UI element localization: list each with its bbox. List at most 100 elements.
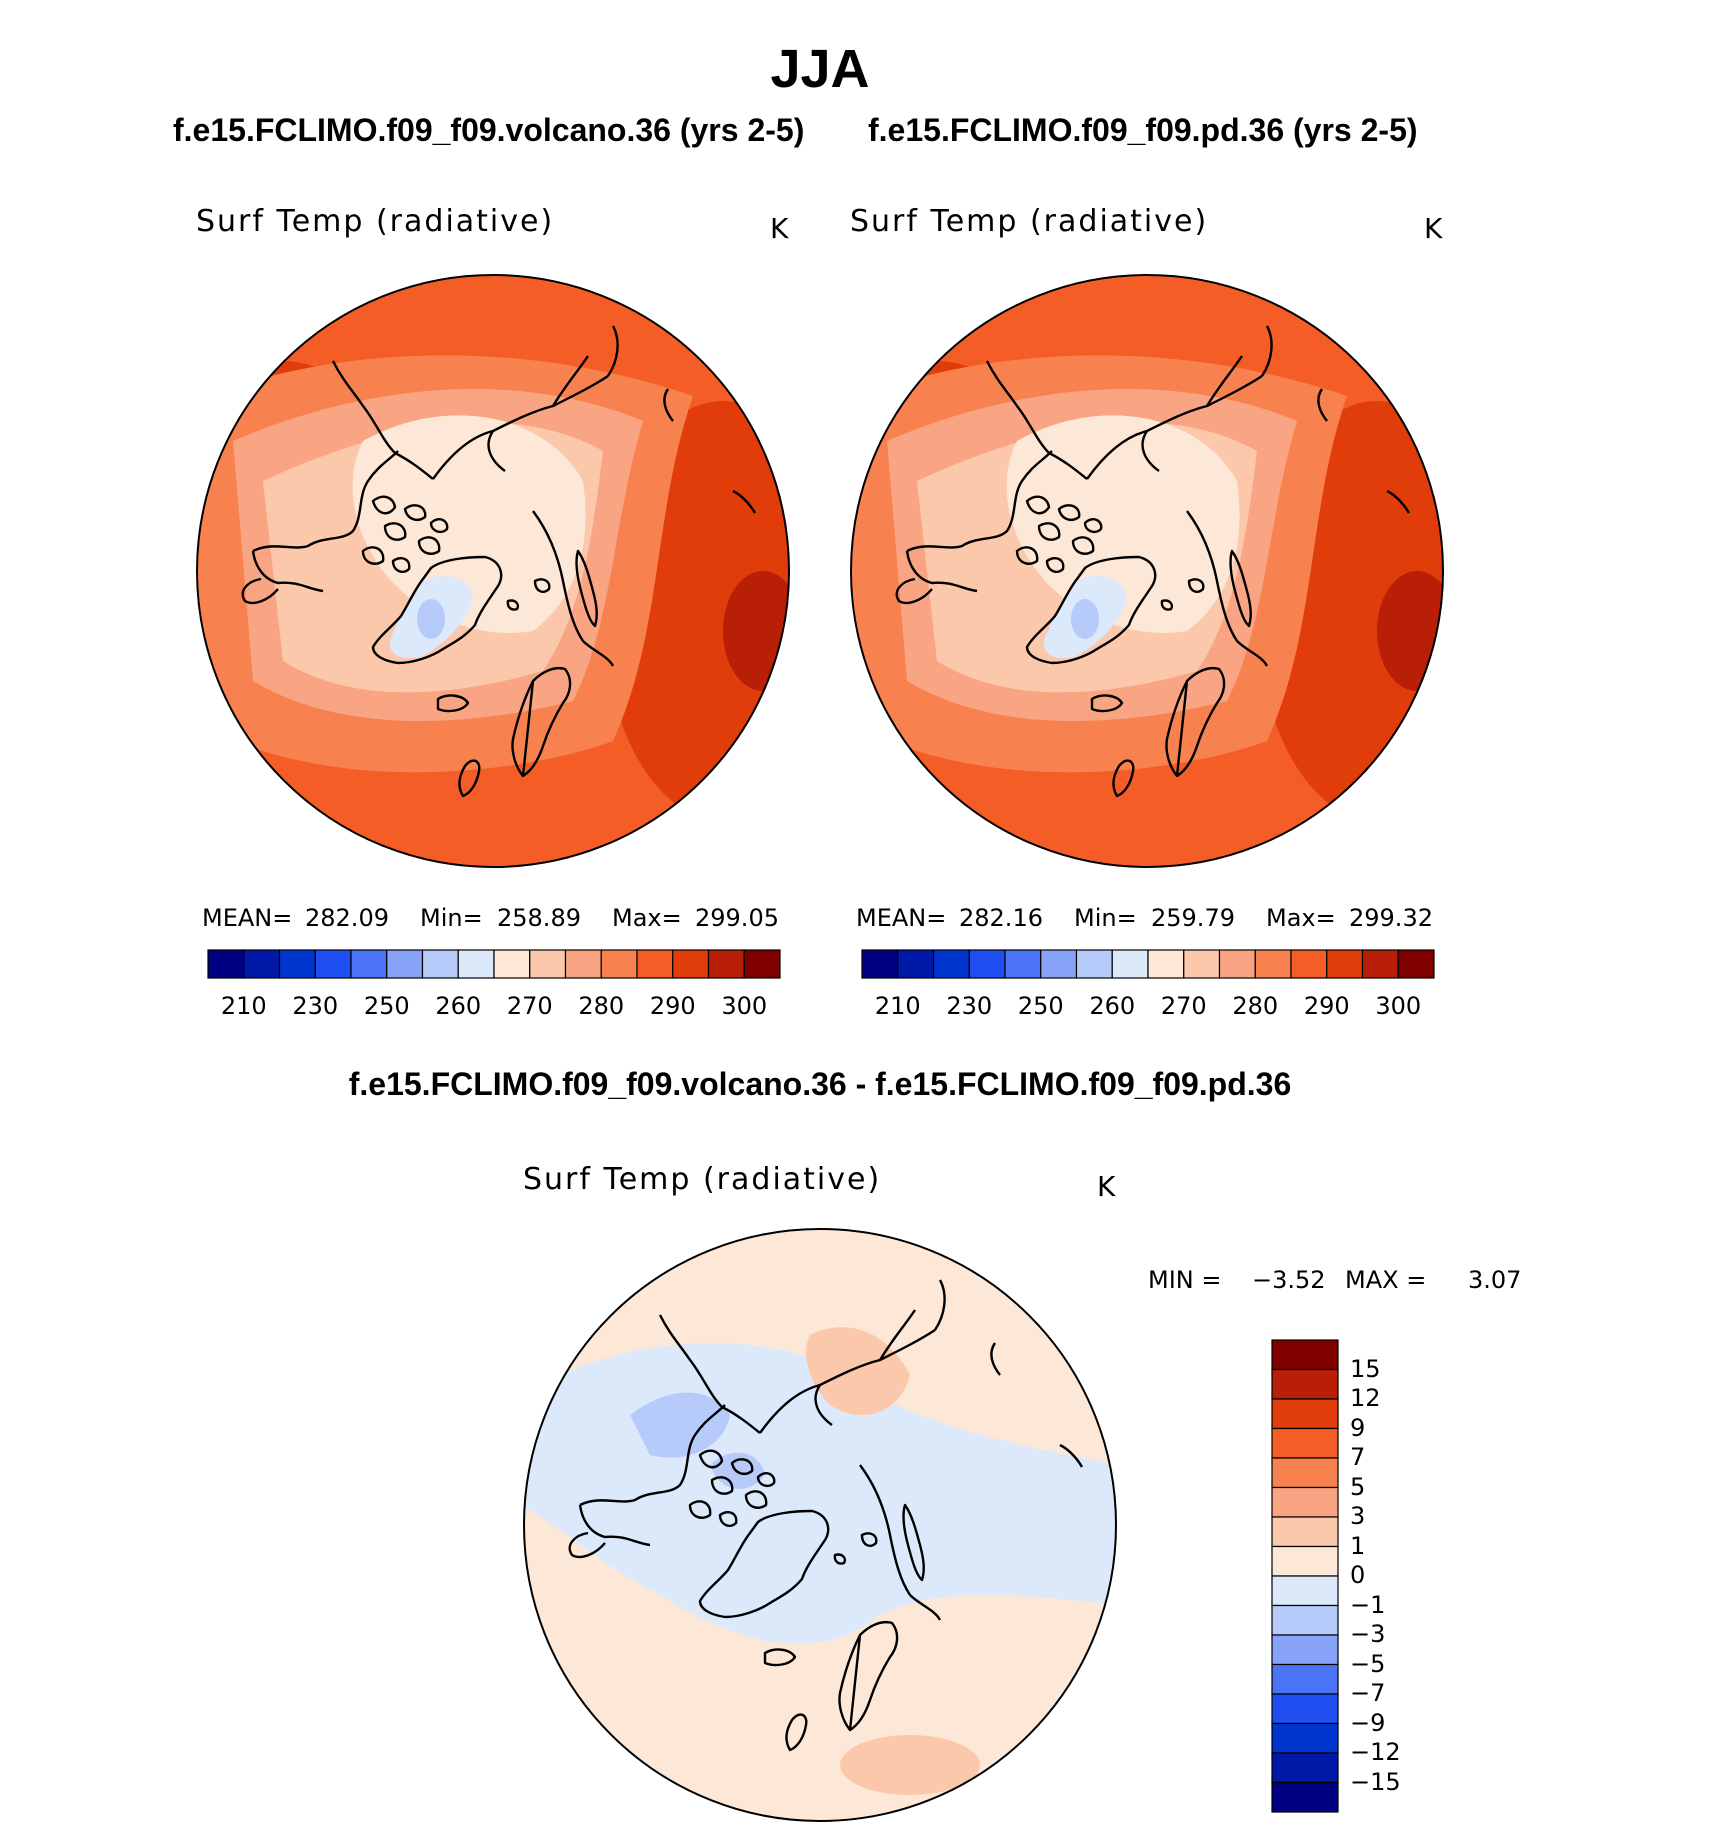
panel2-colorbar-box: [1397, 949, 1435, 979]
diff-colorbar-box: [1271, 1604, 1339, 1636]
panel1-min: 258.89: [497, 904, 581, 932]
panel1-colorbar-box: [386, 949, 424, 979]
colorbar-tick-label: −7: [1350, 1679, 1386, 1707]
diff-colorbar-box: [1271, 1339, 1339, 1371]
diff-colorbar-box: [1271, 1693, 1339, 1725]
colorbar-tick-label: 250: [363, 992, 410, 1020]
diff-colorbar-box: [1271, 1752, 1339, 1784]
colorbar-tick-label: 230: [946, 992, 993, 1020]
figure-title: JJA: [770, 39, 870, 99]
diff-min: −3.52: [1252, 1266, 1326, 1294]
panel2-colorbar: [861, 949, 1435, 979]
colorbar-tick-label: −12: [1350, 1738, 1401, 1766]
panel1-colorbar-box: [457, 949, 495, 979]
colorbar-tick-label: 9: [1350, 1413, 1366, 1442]
colorbar-tick-label: 210: [220, 992, 267, 1020]
colorbar-tick-label: 290: [649, 992, 696, 1020]
panel1-colorbar-box: [743, 949, 781, 979]
panel1-colorbar-box: [207, 949, 245, 979]
panel1-colorbar-box: [243, 949, 281, 979]
diff-colorbar-box: [1271, 1634, 1339, 1666]
panel1-mean-label: MEAN=: [202, 904, 293, 932]
panel2-colorbar-box: [897, 949, 935, 979]
panel2-colorbar-box: [1290, 949, 1328, 979]
diff-units: K: [1097, 1170, 1116, 1203]
diff-colorbar-box: [1271, 1516, 1339, 1548]
colorbar-tick-label: 270: [506, 992, 553, 1020]
panel1-colorbar-box: [421, 949, 459, 979]
colorbar-tick-label: 3: [1350, 1502, 1366, 1530]
panel1-units: K: [770, 212, 789, 245]
colorbar-tick-label: 290: [1303, 992, 1350, 1020]
panel1-colorbar-box: [350, 949, 388, 979]
diff-min-label: MIN =: [1148, 1266, 1222, 1294]
panel2-colorbar-box: [1040, 949, 1078, 979]
colorbar-tick-label: 15: [1350, 1354, 1381, 1383]
diff-colorbar-box: [1271, 1663, 1339, 1695]
panel2-colorbar-box: [1111, 949, 1149, 979]
panel1-min-label: Min=: [420, 904, 483, 932]
panel2-colorbar-box: [932, 949, 970, 979]
panel1-variable: Surf Temp (radiative): [196, 204, 555, 239]
panel2-colorbar-box: [861, 949, 899, 979]
colorbar-tick-label: 0: [1350, 1561, 1366, 1589]
panel2-colorbar-box: [1361, 949, 1399, 979]
colorbar-tick-label: 5: [1350, 1472, 1366, 1501]
panel1-colorbar-box: [600, 949, 638, 979]
panel1-mean: 282.09: [305, 904, 389, 932]
colorbar-tick-label: 12: [1350, 1384, 1381, 1412]
colorbar-tick-label: 260: [435, 992, 482, 1020]
panel2-colorbar-box: [1075, 949, 1113, 979]
case2-title: f.e15.FCLIMO.f09_f09.pd.36 (yrs 2-5): [868, 112, 1418, 148]
panel2-colorbar-box: [1254, 949, 1292, 979]
panel2-colorbar-box: [968, 949, 1006, 979]
colorbar-tick-label: −9: [1350, 1708, 1386, 1737]
colorbar-tick-label: 7: [1350, 1443, 1366, 1471]
diff-map: [523, 1228, 1117, 1822]
panel2-max: 299.32: [1349, 904, 1433, 932]
diff-variable: Surf Temp (radiative): [523, 1162, 882, 1197]
diff-colorbar-box: [1271, 1427, 1339, 1459]
diff-max-label: MAX =: [1345, 1266, 1427, 1294]
panel2-mean: 282.16: [959, 904, 1043, 932]
diff-colorbar: [1271, 1339, 1339, 1813]
panel1-max: 299.05: [695, 904, 779, 932]
colorbar-tick-label: 300: [1375, 992, 1422, 1020]
panel1-colorbar: [207, 949, 781, 979]
panel1-colorbar-box: [493, 949, 531, 979]
panel1-colorbar-box: [529, 949, 567, 979]
panel2-min: 259.79: [1151, 904, 1235, 932]
panel2-colorbar-box: [1326, 949, 1364, 979]
diff-colorbar-box: [1271, 1368, 1339, 1400]
panel1-colorbar-box: [707, 949, 745, 979]
colorbar-tick-label: 280: [1232, 992, 1279, 1020]
colorbar-tick-label: −15: [1350, 1767, 1401, 1796]
panel2-max-label: Max=: [1266, 904, 1336, 932]
panel1-max-label: Max=: [612, 904, 682, 932]
panel2-colorbar-box: [1183, 949, 1221, 979]
diff-colorbar-box: [1271, 1545, 1339, 1577]
diff-max: 3.07: [1468, 1266, 1522, 1294]
diff-colorbar-box: [1271, 1722, 1339, 1754]
panel1-colorbar-box: [636, 949, 674, 979]
colorbar-tick-label: 300: [721, 992, 768, 1020]
diff-colorbar-box: [1271, 1781, 1339, 1813]
panel2-colorbar-box: [1218, 949, 1256, 979]
panel2-colorbar-box: [1004, 949, 1042, 979]
colorbar-tick-label: 230: [292, 992, 339, 1020]
colorbar-tick-label: −5: [1350, 1649, 1386, 1678]
colorbar-tick-label: 250: [1017, 992, 1064, 1020]
panel2-units: K: [1424, 212, 1443, 245]
colorbar-tick-label: −1: [1350, 1590, 1386, 1619]
colorbar-tick-label: 280: [578, 992, 625, 1020]
colorbar-tick-label: 270: [1160, 992, 1207, 1020]
diff-colorbar-box: [1271, 1575, 1339, 1607]
panel1-colorbar-box: [278, 949, 316, 979]
colorbar-tick-label: 210: [874, 992, 921, 1020]
diff-title: f.e15.FCLIMO.f09_f09.volcano.36 - f.e15.…: [348, 1066, 1292, 1102]
diff-colorbar-box: [1271, 1486, 1339, 1518]
colorbar-tick-label: 1: [1350, 1531, 1366, 1560]
panel1-colorbar-box: [672, 949, 710, 979]
panel2-colorbar-box: [1147, 949, 1185, 979]
